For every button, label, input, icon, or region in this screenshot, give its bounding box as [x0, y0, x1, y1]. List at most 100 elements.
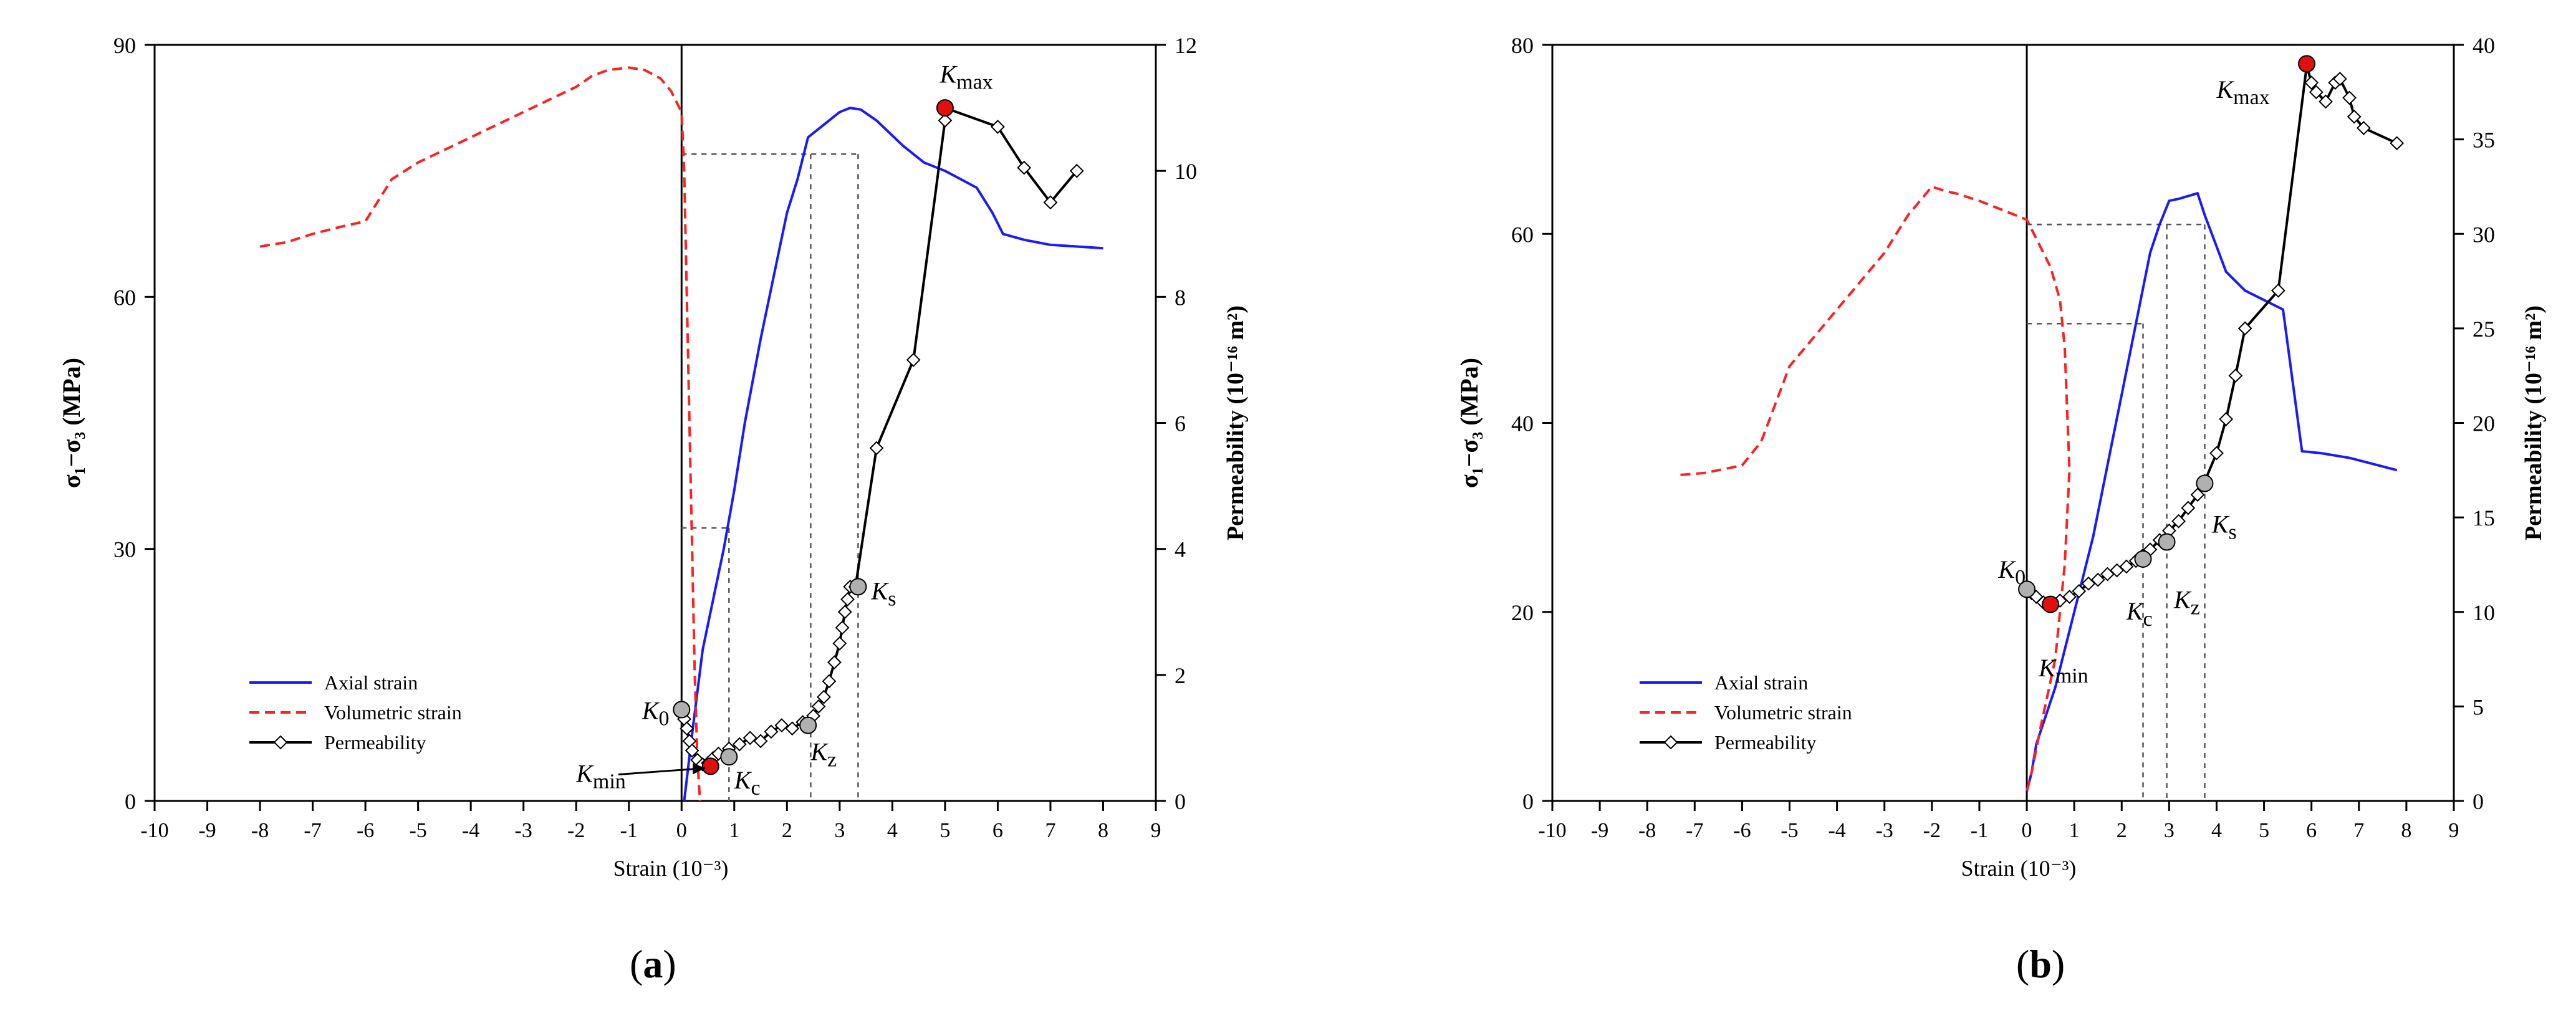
- marker-label-k-c: Kc: [2126, 597, 2153, 631]
- permeability-point: [2228, 368, 2243, 383]
- x-tick-label: -6: [1733, 819, 1751, 842]
- marker-label-k-max: Kmax: [2216, 75, 2269, 109]
- legend-marker: [273, 735, 288, 750]
- legend-label-volumetric: Volumetric strain: [324, 701, 462, 724]
- plot-frame: [1551, 44, 2455, 802]
- x-tick-label: -10: [140, 819, 168, 842]
- x-tick-label: -2: [1923, 819, 1941, 842]
- x-tick-label: 2: [2117, 819, 2127, 842]
- marker-k-z: [2158, 533, 2176, 551]
- y2-tick-label: 0: [2473, 789, 2484, 814]
- marker-k-min: [701, 757, 719, 775]
- permeability-point: [2342, 90, 2357, 105]
- x-tick-label: 9: [1151, 819, 1161, 842]
- x-tick-label: 9: [2449, 819, 2459, 842]
- y2-tick-label: 20: [2473, 411, 2495, 436]
- x-tick-label: -8: [1638, 819, 1656, 842]
- permeability-point: [774, 718, 789, 733]
- permeability-point: [1017, 160, 1032, 175]
- x-tick-label: 1: [729, 819, 739, 842]
- x-tick-label: 1: [2069, 819, 2080, 842]
- permeability-point: [2332, 72, 2347, 86]
- marker-label-k-s: Ks: [2211, 510, 2237, 544]
- permeability-point: [2304, 75, 2319, 90]
- x-tick-label: 4: [887, 819, 898, 842]
- x-tick-label: 0: [676, 819, 687, 842]
- panel-label-b: (b): [2016, 942, 2065, 986]
- marker-k-0: [673, 701, 691, 719]
- permeability-point: [991, 119, 1005, 134]
- series-line-permeability: [680, 107, 1078, 766]
- legend-label-volumetric: Volumetric strain: [1714, 701, 1852, 724]
- marker-k-s: [2196, 474, 2214, 492]
- legend-marker: [1663, 735, 1678, 750]
- permeability-point: [811, 699, 826, 714]
- permeability-point: [840, 592, 855, 606]
- panel-label-a: (a): [630, 942, 676, 986]
- y2-tick-label: 40: [2473, 33, 2495, 58]
- y2-tick-label: 2: [1175, 663, 1186, 688]
- permeability-point: [2090, 572, 2105, 587]
- y-tick-label: 40: [1511, 411, 1534, 436]
- x-tick-label: -9: [1591, 819, 1608, 842]
- series-line-volumetric: [259, 66, 701, 802]
- plot-frame: [153, 44, 1157, 802]
- permeability-point: [832, 636, 847, 651]
- y2-tick-label: 25: [2473, 317, 2495, 342]
- permeability-point: [680, 721, 694, 736]
- kmin-arrow-head: [693, 763, 706, 775]
- marker-k-z: [799, 716, 817, 734]
- x-tick-label: 5: [940, 819, 950, 842]
- x-tick-label: 2: [782, 819, 792, 842]
- y-axis-label: σ₁−σ₃ (MPa): [57, 358, 85, 488]
- marker-k-c: [720, 748, 738, 766]
- x-tick-label: -5: [409, 819, 426, 842]
- y-tick-label: 30: [113, 537, 136, 562]
- x-tick-label: 8: [2401, 819, 2411, 842]
- permeability-point: [785, 721, 800, 736]
- permeability-point: [2271, 283, 2285, 298]
- permeability-point: [743, 731, 757, 745]
- permeability-point: [764, 724, 779, 739]
- x-tick-label: 5: [2259, 819, 2269, 842]
- marker-k-max: [936, 99, 954, 117]
- x-tick-label: -4: [1828, 819, 1845, 842]
- y2-tick-label: 4: [1175, 537, 1186, 562]
- marker-label-k-z: Kz: [2173, 586, 2200, 620]
- y2-tick-label: 5: [2473, 694, 2484, 719]
- permeability-point: [2347, 109, 2362, 124]
- y-tick-label: 60: [1511, 222, 1534, 247]
- y2-tick-label: 10: [1175, 159, 1197, 184]
- y2-tick-label: 8: [1175, 285, 1186, 310]
- marker-k-min: [2042, 595, 2060, 613]
- permeability-point: [2219, 412, 2234, 426]
- marker-label-k-s: Ks: [871, 577, 896, 611]
- x-tick-label: -8: [251, 819, 269, 842]
- marker-k-max: [2298, 55, 2316, 73]
- legend-label-permeability: Permeability: [1714, 731, 1817, 754]
- permeability-point: [2119, 559, 2134, 574]
- y2-tick-label: 10: [2473, 600, 2495, 625]
- x-tick-label: -4: [462, 819, 479, 842]
- x-tick-label: 7: [2353, 819, 2364, 842]
- x-tick-label: 3: [834, 819, 845, 842]
- permeability-point: [732, 737, 747, 752]
- marker-label-k-min: Kmin: [575, 760, 626, 793]
- x-tick-label: -9: [198, 819, 216, 842]
- y2-tick-label: 15: [2473, 506, 2495, 530]
- permeability-point: [837, 605, 852, 620]
- permeability-point: [2062, 590, 2077, 604]
- x-tick-label: 3: [2164, 819, 2175, 842]
- x-tick-label: -5: [1781, 819, 1798, 842]
- x-axis-label: Strain (10⁻³): [613, 856, 729, 881]
- permeability-point: [938, 113, 953, 128]
- x-tick-label: -7: [304, 819, 321, 842]
- permeability-point: [869, 441, 884, 456]
- permeability-point: [753, 734, 768, 749]
- x-tick-label: -3: [1876, 819, 1893, 842]
- permeability-point: [906, 353, 921, 367]
- y2-tick-label: 35: [2473, 128, 2495, 153]
- marker-k-0: [2018, 580, 2036, 598]
- x-tick-label: -7: [1686, 819, 1703, 842]
